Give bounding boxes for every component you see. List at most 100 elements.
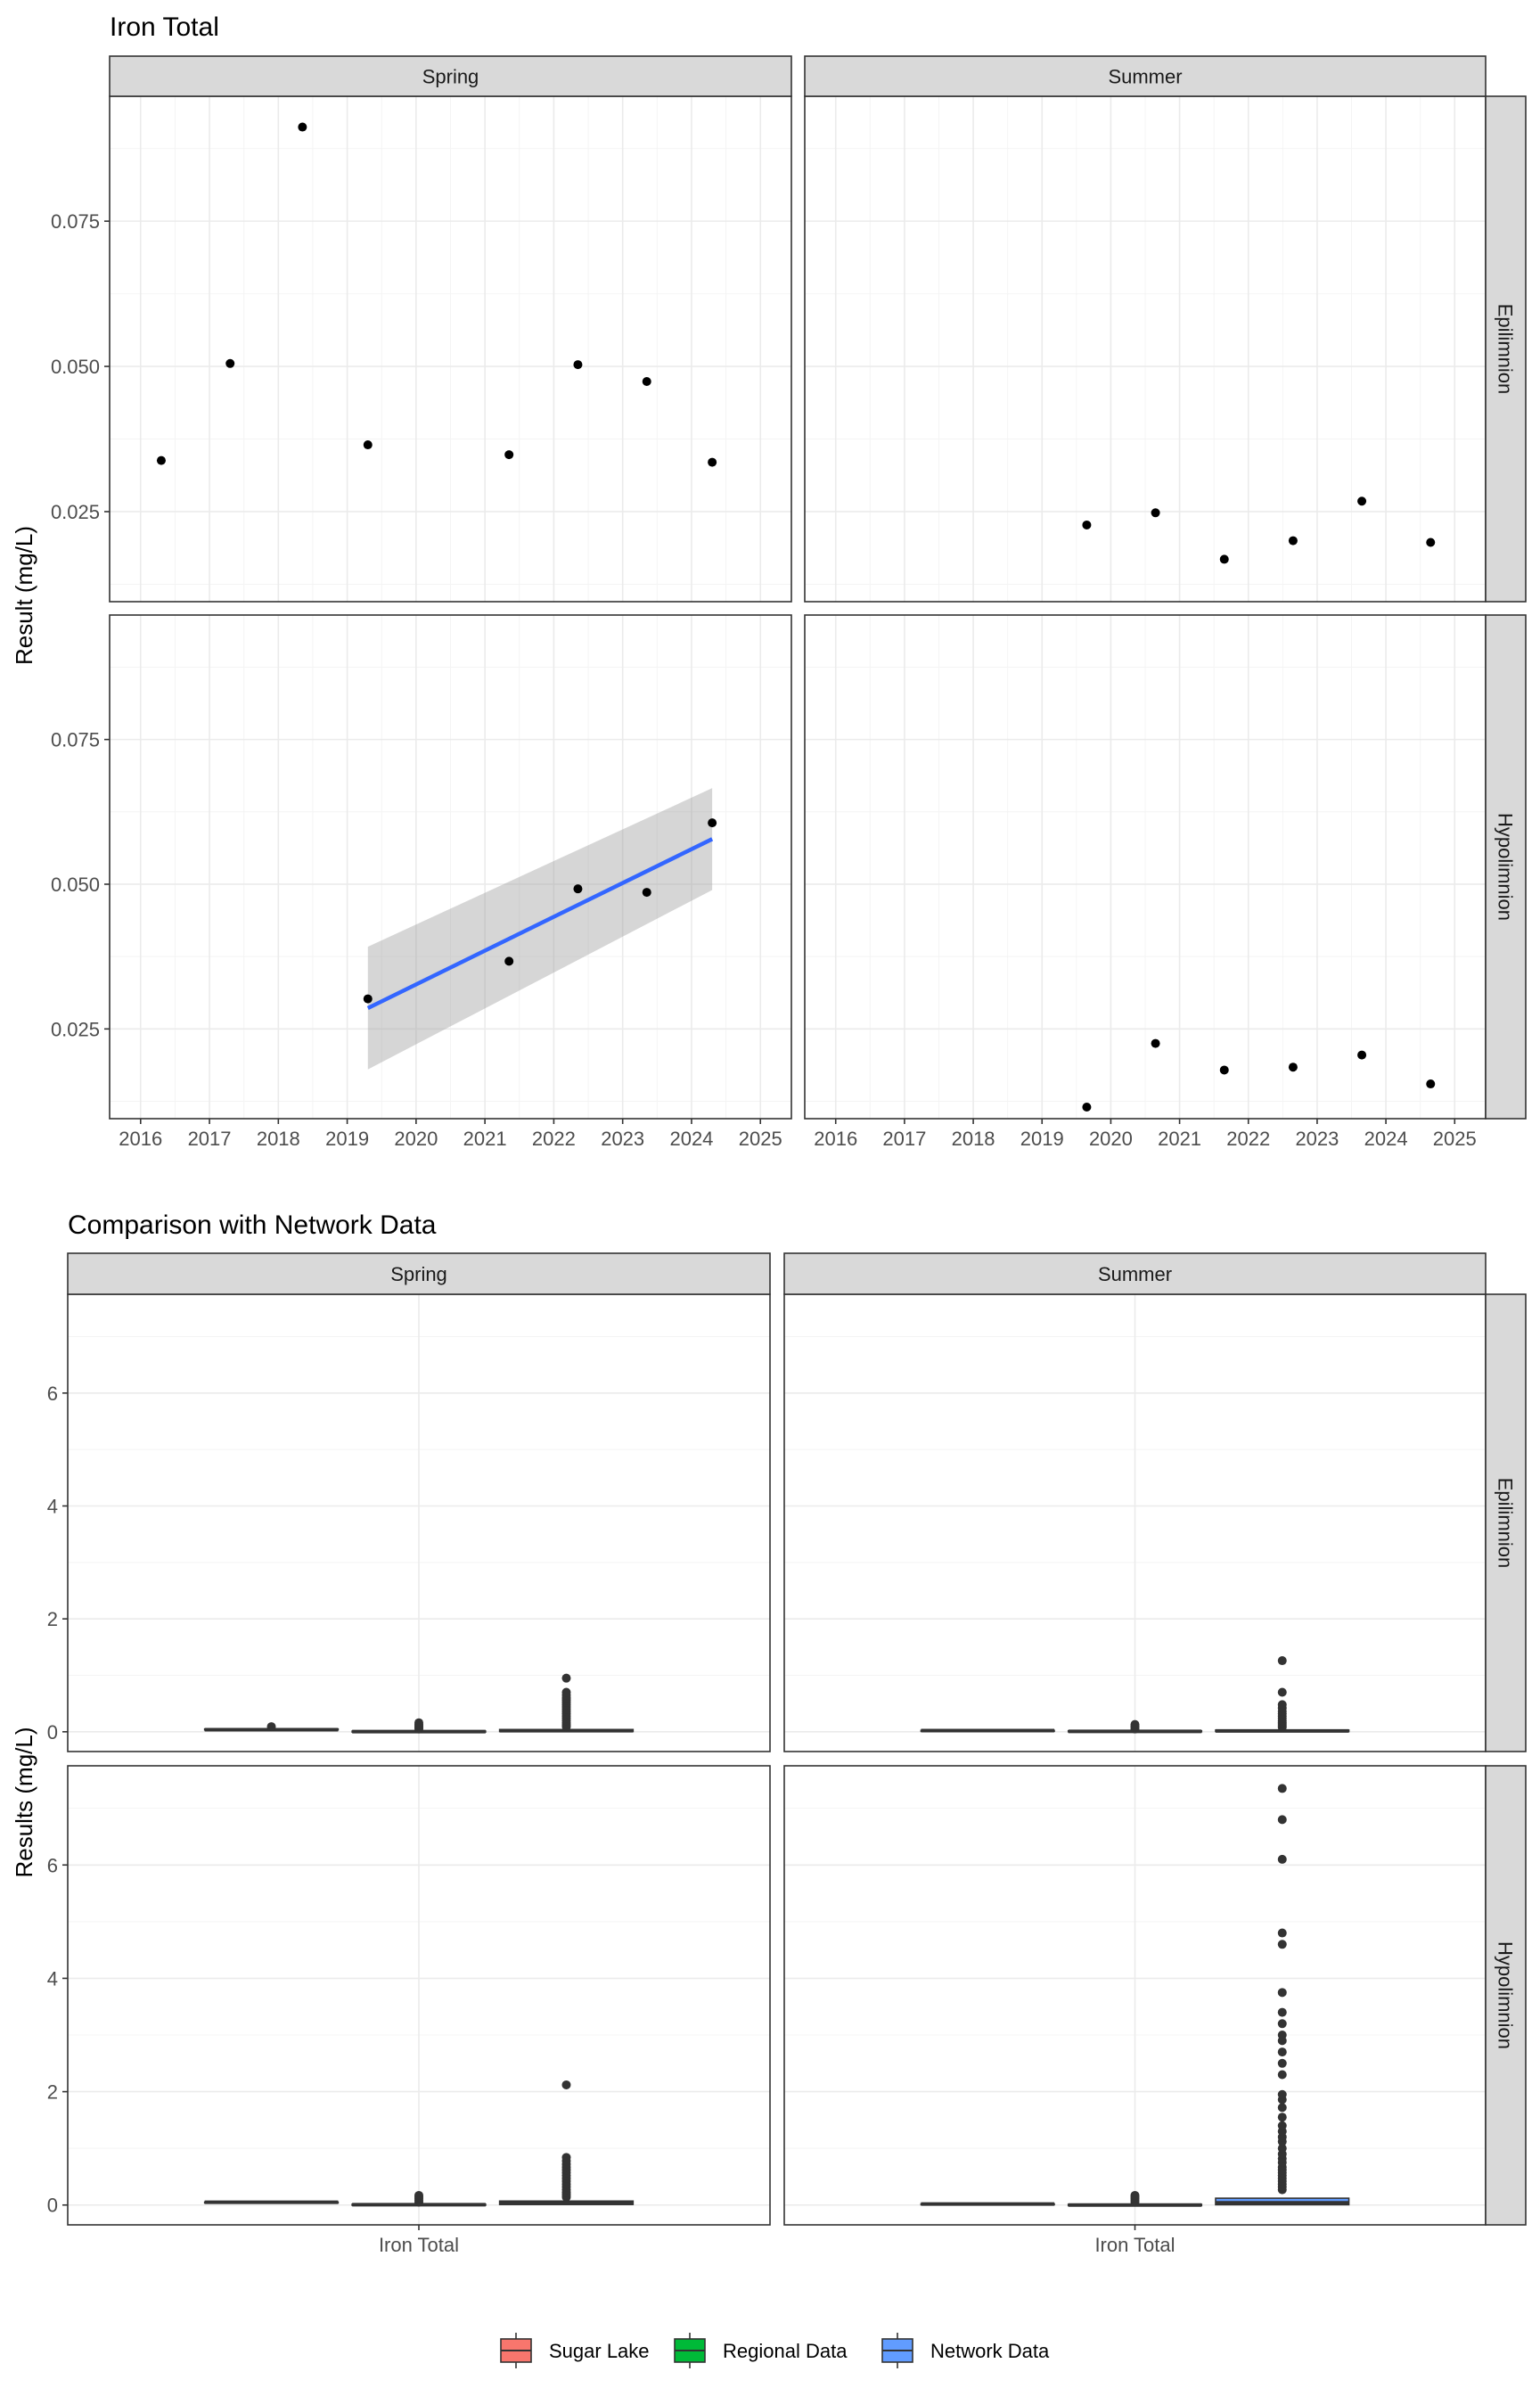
strip-label-hypolimnion: Hypolimnion [1495, 1941, 1517, 2049]
x-tick-label: Iron Total [1094, 2234, 1175, 2256]
chart-title: Iron Total [110, 12, 219, 42]
y-axis-label: Result (mg/L) [11, 526, 37, 665]
x-tick-label: 2021 [1158, 1128, 1201, 1150]
strip-hypolimnion [1485, 1765, 1527, 2226]
data-point [708, 457, 717, 467]
facet-panel-spring-hypolimnion [109, 614, 792, 1120]
box-sugar-lake [203, 1722, 340, 1732]
facet-panel-summer-hypolimnion [783, 1765, 1487, 2226]
x-tick-label: 2021 [463, 1128, 507, 1150]
legend-item-network-data: Network Data [881, 2333, 1050, 2368]
y-tick-label: 4 [47, 1967, 58, 1990]
box-regional-data [1067, 1719, 1203, 1734]
x-tick-label: 2018 [952, 1128, 995, 1150]
facet-panel-spring-epilimnion [67, 1293, 771, 1752]
box-sugar-lake [920, 1728, 1055, 1733]
y-axis-label: Results (mg/L) [11, 1727, 37, 1877]
outlier-point [1130, 1719, 1140, 1729]
data-point [1288, 536, 1298, 546]
outlier-point [1277, 2070, 1287, 2080]
axes: 0 2 4 6 0 2 4 6 Iron Total Iron Total [47, 1383, 1175, 2256]
strip-hypolimnion [1485, 614, 1527, 1120]
strip-summer [804, 55, 1487, 97]
outlier-point [1277, 1815, 1287, 1825]
outlier-point [1277, 2058, 1287, 2068]
chart-title: Comparison with Network Data [68, 1210, 437, 1240]
box-network-data [498, 1673, 635, 1733]
y-tick-label: 0.050 [51, 874, 100, 896]
facet-panel-summer-hypolimnion [804, 614, 1487, 1120]
box-sugar-lake [203, 2200, 340, 2204]
outlier-point [266, 1722, 276, 1732]
box-regional-data [1067, 2190, 1203, 2207]
outlier-point [414, 2190, 423, 2200]
facet-panel-spring-epilimnion [109, 95, 792, 603]
x-tick-label: 2022 [1226, 1128, 1270, 1150]
outlier-point [414, 1718, 423, 1727]
strip-label-summer: Summer [1098, 1263, 1172, 1285]
outlier-point [1130, 2190, 1140, 2200]
x-tick-label: 2020 [394, 1128, 438, 1150]
data-point [1426, 1079, 1436, 1089]
facet-panels [109, 95, 1487, 1120]
x-tick-label: 2017 [882, 1128, 926, 1150]
outlier-point [1277, 2007, 1287, 2017]
x-tick-label: 2022 [532, 1128, 576, 1150]
outlier-point [1277, 2019, 1287, 2029]
y-tick-label: 2 [47, 2081, 58, 2104]
legend-item-regional-data: Regional Data [674, 2333, 848, 2368]
data-point [1082, 1103, 1092, 1112]
trend-line [366, 837, 714, 1010]
data-point [504, 956, 514, 966]
strip-summer [783, 1252, 1487, 1295]
data-point [156, 455, 166, 465]
y-tick-label: 4 [47, 1496, 58, 1518]
x-tick-label: 2023 [601, 1128, 644, 1150]
y-tick-label: 6 [47, 1383, 58, 1405]
y-tick-label: 0.075 [51, 210, 100, 233]
y-tick-label: 0.050 [51, 356, 100, 378]
data-point [504, 450, 514, 460]
box-network-data [1215, 1784, 1350, 2206]
facet-strips: Spring Summer Epilimnion Hypolimnion [67, 1252, 1527, 2226]
data-point [363, 440, 373, 450]
legend-label: Regional Data [723, 2340, 848, 2362]
facet-panel-summer-epilimnion [783, 1293, 1487, 1752]
strip-label-epilimnion: Epilimnion [1495, 1478, 1517, 1569]
facet-panels [67, 1293, 1487, 2226]
outlier-point [1277, 2103, 1287, 2113]
data-point [1219, 1065, 1229, 1075]
data-point [225, 358, 235, 368]
box-sugar-lake [920, 2202, 1055, 2206]
box-network-data [498, 2080, 635, 2205]
x-tick-label: 2016 [814, 1128, 857, 1150]
x-tick-label: 2020 [1089, 1128, 1133, 1150]
strip-label-summer: Summer [1108, 66, 1182, 88]
box-regional-data [351, 1718, 487, 1734]
data-point [573, 360, 583, 370]
legend-label: Network Data [930, 2340, 1050, 2362]
y-tick-label: 2 [47, 1608, 58, 1630]
box-network-data [1215, 1656, 1350, 1733]
data-point [1219, 554, 1229, 564]
outlier-point [1277, 1656, 1287, 1666]
strip-label-hypolimnion: Hypolimnion [1495, 813, 1517, 921]
legend-label: Sugar Lake [549, 2340, 650, 2362]
data-point [642, 376, 651, 386]
outlier-point [1277, 2113, 1287, 2122]
outlier-point [1277, 1700, 1287, 1710]
outlier-point [1277, 2031, 1287, 2040]
y-tick-label: 0 [47, 2195, 58, 2217]
facet-panel-summer-epilimnion [804, 95, 1487, 603]
comparison-chart: Comparison with Network Data Results (mg… [11, 1210, 1527, 2368]
x-tick-label: 2018 [257, 1128, 300, 1150]
outlier-point [1277, 1687, 1287, 1697]
data-point [298, 122, 307, 132]
y-tick-label: 0.025 [51, 501, 100, 523]
data-point [1082, 520, 1092, 529]
panel-border [109, 614, 792, 1120]
strip-spring [67, 1252, 771, 1295]
x-tick-label: 2017 [188, 1128, 232, 1150]
data-point [1426, 537, 1436, 547]
